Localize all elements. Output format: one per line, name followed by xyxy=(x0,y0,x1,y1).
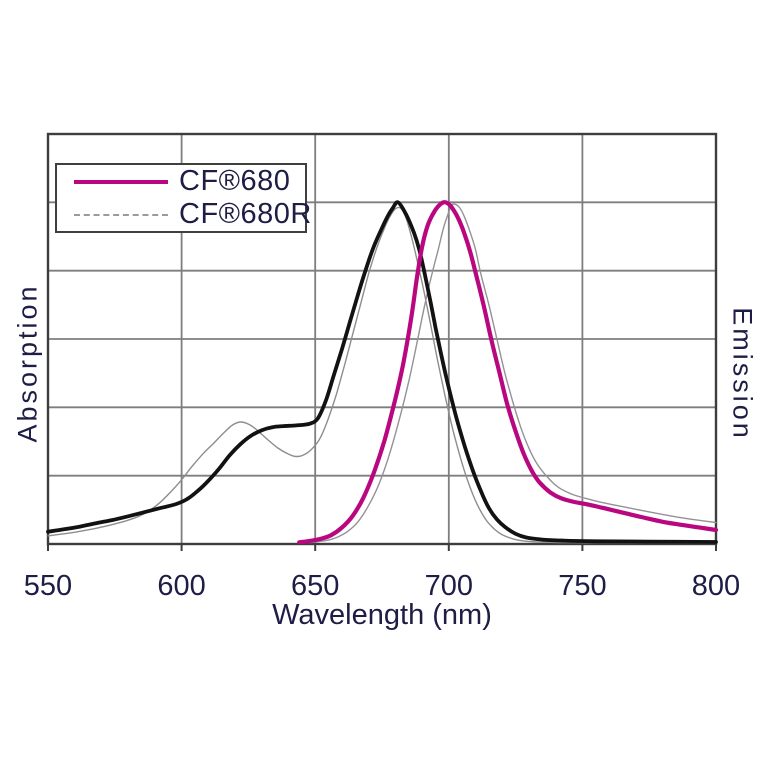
x-tick-label-600: 600 xyxy=(157,570,206,602)
x-tick-label-700: 700 xyxy=(424,570,473,602)
legend-label-cf680r: CF®680R xyxy=(179,198,312,230)
legend-item-cf680r: CF®680R xyxy=(57,198,311,231)
plot-border xyxy=(46,132,718,546)
legend-line-cf680r-icon xyxy=(74,213,168,216)
series-cf680-emission xyxy=(297,200,719,545)
legend: CF®680 CF®680R xyxy=(55,163,311,233)
series-cf680-absorption xyxy=(46,200,718,544)
series-cf680r-emission xyxy=(309,203,717,544)
y-axis-title-absorption: Absorption xyxy=(12,283,43,443)
legend-line-cf680-icon xyxy=(74,179,168,184)
legend-item-cf680: CF®680 xyxy=(57,165,305,198)
x-axis-ticks xyxy=(47,544,717,551)
x-tick-label-650: 650 xyxy=(290,570,340,602)
x-tick-label-800: 800 xyxy=(691,570,741,602)
x-axis-tick-labels: 550 600 650 700 750 800 xyxy=(0,572,764,606)
x-tick-label-550: 550 xyxy=(23,570,73,602)
x-axis-title: Wavelength (nm) xyxy=(272,599,492,631)
legend-label-cf680: CF®680 xyxy=(179,165,291,197)
series-cf680r-absorption xyxy=(47,206,717,544)
y-axis-title-emission: Emission xyxy=(727,307,758,441)
x-tick-label-750: 750 xyxy=(558,570,607,602)
